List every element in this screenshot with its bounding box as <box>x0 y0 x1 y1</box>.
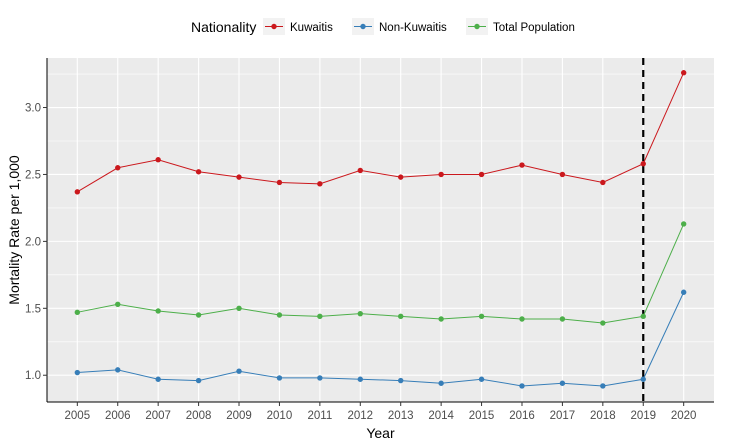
data-point-non-kuwaitis <box>236 368 242 374</box>
data-point-kuwaitis <box>115 165 121 171</box>
x-tick-label: 2008 <box>186 410 212 422</box>
data-point-kuwaitis <box>519 162 525 168</box>
y-axis-title: Mortality Rate per 1,000 <box>6 155 22 305</box>
data-point-total-population <box>438 316 444 322</box>
data-point-kuwaitis <box>438 171 444 178</box>
data-point-non-kuwaitis <box>600 383 606 389</box>
legend-key-point <box>360 23 366 30</box>
data-point-non-kuwaitis <box>680 289 687 295</box>
x-tick-label: 2019 <box>630 410 656 422</box>
legend-label: Total Population <box>493 22 575 34</box>
data-point-kuwaitis <box>640 161 646 167</box>
data-point-kuwaitis <box>317 181 323 187</box>
x-tick-label: 2018 <box>590 410 616 422</box>
data-point-non-kuwaitis <box>115 367 121 373</box>
legend-label: Non-Kuwaitis <box>379 22 447 34</box>
data-point-non-kuwaitis <box>155 376 161 382</box>
x-tick-label: 2013 <box>388 410 414 422</box>
x-tick-label: 2020 <box>671 410 697 422</box>
x-tick-label: 2014 <box>428 410 454 422</box>
data-point-total-population <box>195 312 202 318</box>
data-point-non-kuwaitis <box>640 376 646 382</box>
x-tick-label: 2005 <box>65 410 91 422</box>
y-tick-label: 2.0 <box>25 236 41 248</box>
legend: Nationality Kuwaitis Non-Kuwaitis Total Po… <box>191 18 575 35</box>
legend-label: Kuwaitis <box>290 22 333 34</box>
x-tick-label: 2016 <box>509 410 535 422</box>
x-axis: 2005 2006 2007 2008 2009 2010 2011 2012 2013 2014… <box>47 401 714 422</box>
legend-item-total-population: Total Population <box>466 18 575 35</box>
data-point-non-kuwaitis <box>74 369 81 376</box>
y-tick-label: 1.0 <box>25 370 41 382</box>
data-point-total-population <box>600 320 606 326</box>
series-line-non-kuwaitis <box>77 292 685 387</box>
data-point-kuwaitis <box>155 157 161 163</box>
data-point-non-kuwaitis <box>478 376 485 382</box>
data-point-non-kuwaitis <box>519 383 525 389</box>
data-point-kuwaitis <box>74 189 81 195</box>
legend-title: Nationality <box>191 19 256 35</box>
series-lines <box>77 72 685 387</box>
data-point-total-population <box>680 221 687 227</box>
data-point-kuwaitis <box>559 171 566 178</box>
data-point-total-population <box>276 312 283 318</box>
y-axis: 1.0 1.5 2.0 2.5 3.0 <box>25 58 48 402</box>
x-tick-label: 2011 <box>307 410 332 422</box>
y-tick-label: 2.5 <box>25 169 41 181</box>
x-tick-label: 2006 <box>105 410 131 422</box>
data-point-total-population <box>519 316 525 322</box>
data-point-total-population <box>155 308 161 314</box>
data-point-total-population <box>640 313 646 320</box>
data-point-non-kuwaitis <box>398 377 404 384</box>
data-point-kuwaitis <box>236 174 242 180</box>
x-tick-label: 2017 <box>550 410 576 422</box>
x-tick-label: 2012 <box>347 410 373 422</box>
data-point-total-population <box>357 310 363 317</box>
legend-item-kuwaitis: Kuwaitis <box>263 18 333 35</box>
legend-key-point <box>271 23 277 30</box>
x-tick-label: 2009 <box>226 410 252 422</box>
x-axis-title: Year <box>366 425 395 441</box>
series-line-kuwaitis <box>77 72 685 193</box>
series-line-total-population <box>77 223 685 324</box>
x-tick-label: 2007 <box>145 410 171 422</box>
y-tick-label: 1.5 <box>25 303 41 315</box>
data-point-non-kuwaitis <box>357 376 363 382</box>
series-points <box>74 70 687 389</box>
x-tick-label: 2010 <box>267 410 293 422</box>
legend-key-point <box>474 23 480 30</box>
data-point-total-population <box>559 316 566 322</box>
data-point-non-kuwaitis <box>195 377 202 384</box>
data-point-kuwaitis <box>276 179 283 186</box>
grid-major <box>47 58 714 402</box>
data-point-total-population <box>398 313 404 320</box>
data-point-kuwaitis <box>195 169 202 175</box>
y-tick-label: 3.0 <box>25 103 41 115</box>
data-point-non-kuwaitis <box>276 375 283 381</box>
legend-item-non-kuwaitis: Non-Kuwaitis <box>352 18 447 35</box>
plot-panel <box>47 58 714 402</box>
data-point-total-population <box>478 313 485 320</box>
data-point-non-kuwaitis <box>438 380 444 386</box>
data-point-kuwaitis <box>680 70 687 76</box>
data-point-total-population <box>115 301 121 307</box>
data-point-total-population <box>317 313 323 320</box>
x-tick-label: 2015 <box>469 410 495 422</box>
data-point-kuwaitis <box>398 174 404 180</box>
data-point-total-population <box>74 309 81 316</box>
data-point-kuwaitis <box>600 179 606 186</box>
data-point-kuwaitis <box>478 171 485 178</box>
data-point-kuwaitis <box>357 167 363 174</box>
data-point-total-population <box>236 305 242 312</box>
data-point-non-kuwaitis <box>317 375 323 381</box>
data-point-non-kuwaitis <box>559 380 566 386</box>
